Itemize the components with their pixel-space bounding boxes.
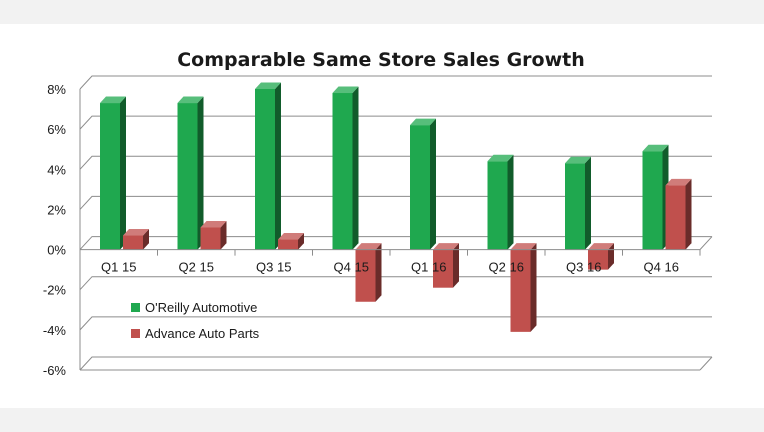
bar-oreilly-q3-16 (565, 156, 591, 250)
x-tick-label: Q2 16 (489, 260, 524, 275)
x-tick-label: Q1 15 (101, 260, 136, 275)
y-tick-label: 0% (47, 243, 66, 258)
y-tick-label: 6% (47, 122, 66, 137)
bar-layer (100, 82, 692, 332)
bar-advance-q4-15 (355, 243, 382, 302)
bar-oreilly-q4-16 (642, 144, 669, 250)
bar-advance-q1-16 (433, 243, 459, 288)
x-tick-label: Q4 15 (334, 260, 369, 275)
x-tick-label: Q4 16 (644, 260, 679, 275)
gridline (79, 356, 712, 371)
y-tick-label: 8% (47, 82, 66, 97)
bar-advance-q4-16 (665, 178, 692, 250)
gridline (79, 115, 712, 130)
legend: O'Reilly Automotive Advance Auto Parts (131, 300, 260, 341)
legend-swatch (131, 303, 140, 312)
category-axis-line (80, 236, 713, 251)
axis-layer: 8% 6% 4% 2% 0% -2% -4% -6% Q1 15 Q2 15 Q3 15 Q4 15 Q… (43, 82, 713, 378)
bar-oreilly-q2-16 (487, 154, 514, 250)
y-tick-label: 4% (47, 162, 66, 177)
x-tick-label: Q3 15 (256, 260, 291, 275)
bar-advance-q2-15 (200, 220, 227, 250)
y-tick-label: -2% (43, 283, 67, 298)
gridline (79, 276, 712, 291)
bar-chart: Comparable Same Store Sales Growth 8% 6% 4… (43, 49, 713, 378)
legend-label: O'Reilly Automotive (145, 300, 257, 315)
gridline (79, 75, 712, 90)
bar-oreilly-q1-15 (100, 96, 126, 250)
floor-side-edge (699, 356, 713, 371)
y-tick-label: -4% (43, 323, 67, 338)
gridline (79, 195, 712, 210)
bar-oreilly-q3-15 (255, 82, 281, 250)
bar-advance-q1-15 (123, 229, 149, 250)
y-tick-label: -6% (43, 363, 67, 378)
legend-label: Advance Auto Parts (145, 326, 260, 341)
legend-swatch (131, 329, 140, 338)
bar-advance-q3-15 (278, 233, 304, 250)
chart-title: Comparable Same Store Sales Growth (177, 49, 585, 71)
grid-layer (79, 75, 713, 371)
gridline (79, 316, 712, 331)
y-tick-label: 2% (47, 202, 66, 217)
gridline (79, 236, 712, 250)
bar-oreilly-q1-16 (410, 118, 436, 250)
gridline (79, 155, 712, 170)
x-tick-label: Q3 16 (566, 260, 601, 275)
bar-oreilly-q2-15 (177, 96, 204, 250)
bar-oreilly-q4-15 (332, 86, 359, 250)
bar-advance-q2-16 (510, 243, 537, 332)
x-tick-label: Q1 16 (411, 260, 446, 275)
chart-frame: Comparable Same Store Sales Growth 8% 6% 4… (0, 24, 764, 408)
x-tick-label: Q2 15 (179, 260, 214, 275)
